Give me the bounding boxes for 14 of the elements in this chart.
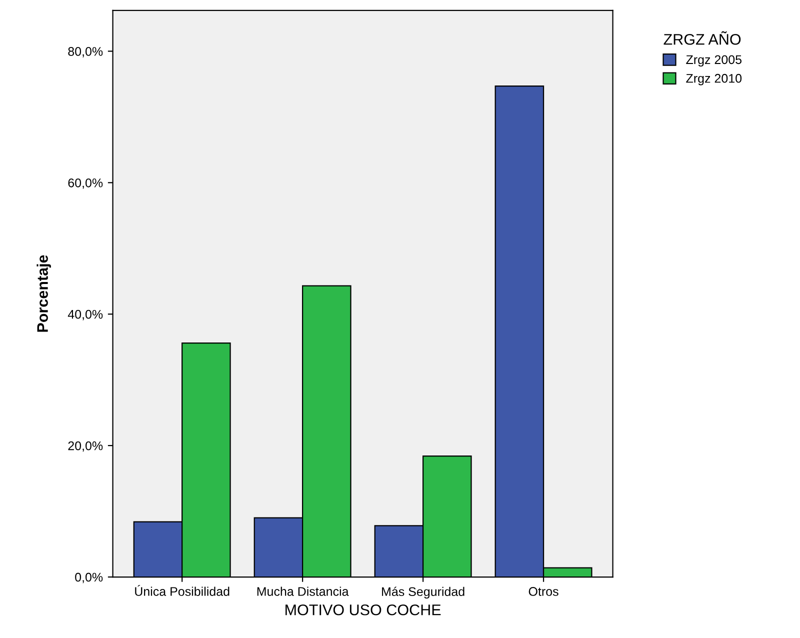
legend-label: Zrgz 2010 — [686, 74, 742, 86]
x-tick-label: Mucha Distancia — [257, 586, 349, 596]
y-axis-title: Porcentaje — [36, 255, 51, 332]
x-tick-label: Más Seguridad — [382, 586, 464, 599]
y-tick-label: 60,0% — [68, 178, 103, 189]
legend-title: ZRGZ AÑO — [664, 31, 741, 45]
x-tick-label: Otros — [528, 587, 558, 596]
y-tick-label: 40,0% — [68, 310, 103, 320]
x-tick-label: Única Posibilidad — [135, 584, 230, 596]
y-tick-label: 20,0% — [68, 441, 103, 452]
y-tick-label: 0,0% — [75, 572, 103, 584]
legend-label: Zrgz 2005 — [686, 55, 742, 67]
y-tick-label: 80,0% — [68, 47, 103, 58]
x-axis-title: MOTIVO USO COCHE — [286, 604, 441, 616]
